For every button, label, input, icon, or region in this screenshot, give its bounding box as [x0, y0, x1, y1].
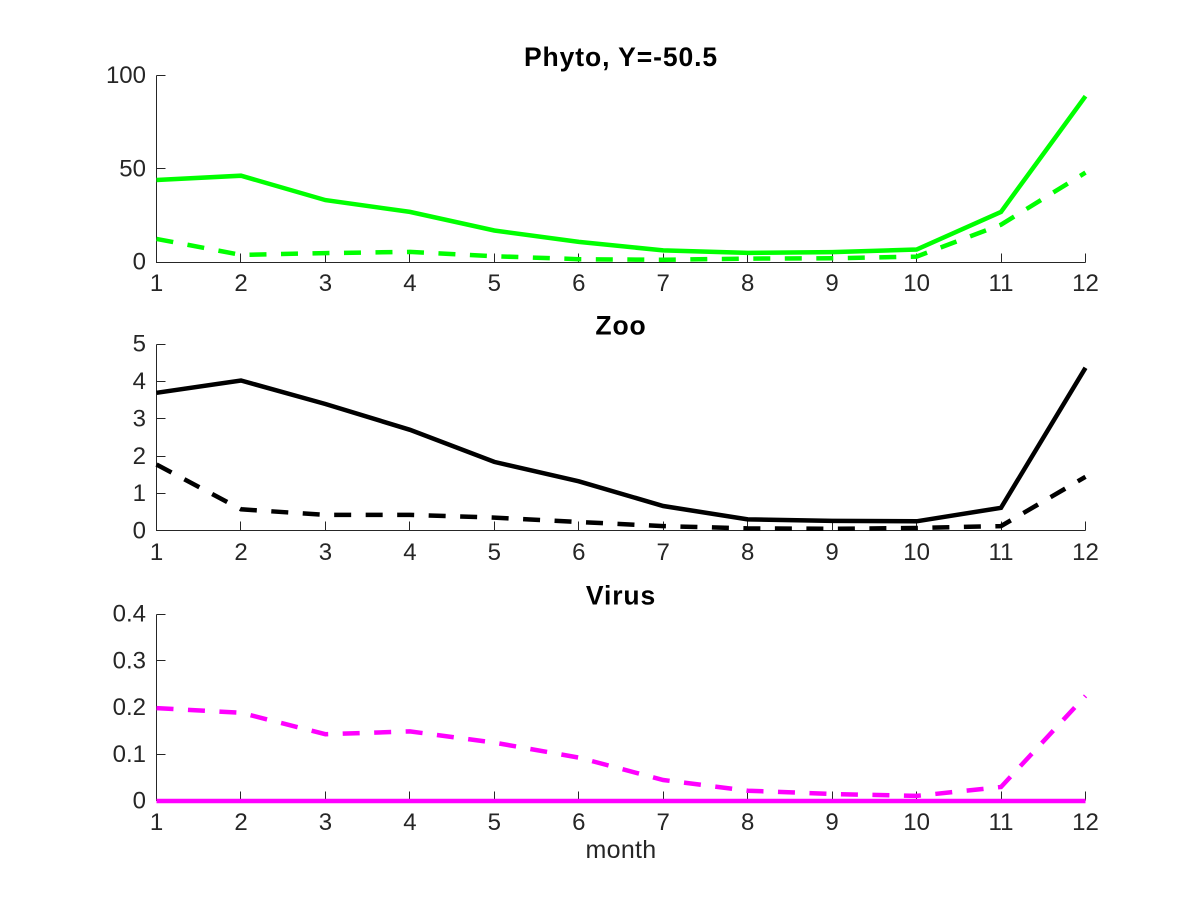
svg-text:9: 9: [825, 809, 838, 836]
svg-text:5: 5: [488, 539, 501, 566]
svg-text:0: 0: [133, 518, 146, 545]
svg-text:10: 10: [903, 809, 930, 836]
svg-text:6: 6: [572, 809, 585, 836]
svg-text:6: 6: [572, 539, 585, 566]
svg-text:4: 4: [403, 539, 416, 566]
svg-text:2: 2: [234, 270, 247, 297]
svg-text:6: 6: [572, 270, 585, 297]
svg-text:2: 2: [133, 443, 146, 470]
svg-text:11: 11: [989, 539, 1014, 566]
svg-text:0.2: 0.2: [113, 694, 146, 721]
svg-text:Virus: Virus: [586, 580, 656, 610]
svg-text:3: 3: [319, 539, 332, 566]
svg-text:2: 2: [234, 809, 247, 836]
svg-text:4: 4: [403, 809, 416, 836]
svg-text:month: month: [586, 836, 657, 864]
svg-text:4: 4: [133, 368, 146, 395]
svg-text:5: 5: [488, 270, 501, 297]
svg-text:0.1: 0.1: [113, 741, 146, 768]
svg-text:3: 3: [319, 809, 332, 836]
svg-text:12: 12: [1072, 539, 1099, 566]
svg-text:1: 1: [133, 480, 146, 507]
svg-text:Zoo: Zoo: [595, 310, 646, 340]
svg-text:12: 12: [1072, 809, 1099, 836]
svg-text:1: 1: [150, 539, 163, 566]
svg-text:8: 8: [741, 809, 754, 836]
svg-text:2: 2: [234, 539, 247, 566]
svg-text:50: 50: [119, 155, 146, 182]
svg-text:1: 1: [150, 809, 163, 836]
svg-text:0: 0: [133, 249, 146, 276]
svg-text:9: 9: [825, 539, 838, 566]
svg-text:Phyto, Y=-50.5: Phyto, Y=-50.5: [524, 42, 718, 72]
svg-text:3: 3: [319, 270, 332, 297]
svg-text:7: 7: [657, 809, 670, 836]
svg-text:9: 9: [825, 270, 838, 297]
svg-text:1: 1: [150, 270, 163, 297]
svg-text:10: 10: [903, 539, 930, 566]
svg-text:5: 5: [488, 809, 501, 836]
svg-text:3: 3: [133, 405, 146, 432]
svg-text:0.3: 0.3: [113, 647, 146, 674]
svg-text:0.4: 0.4: [113, 601, 146, 628]
svg-text:8: 8: [741, 270, 754, 297]
svg-text:11: 11: [989, 270, 1014, 297]
svg-text:7: 7: [657, 270, 670, 297]
svg-text:10: 10: [903, 270, 930, 297]
svg-text:5: 5: [133, 331, 146, 358]
svg-text:8: 8: [741, 539, 754, 566]
svg-text:4: 4: [403, 270, 416, 297]
svg-text:0: 0: [133, 788, 146, 815]
svg-text:7: 7: [657, 539, 670, 566]
svg-text:100: 100: [106, 62, 146, 89]
svg-text:11: 11: [989, 809, 1014, 836]
svg-text:12: 12: [1072, 270, 1099, 297]
